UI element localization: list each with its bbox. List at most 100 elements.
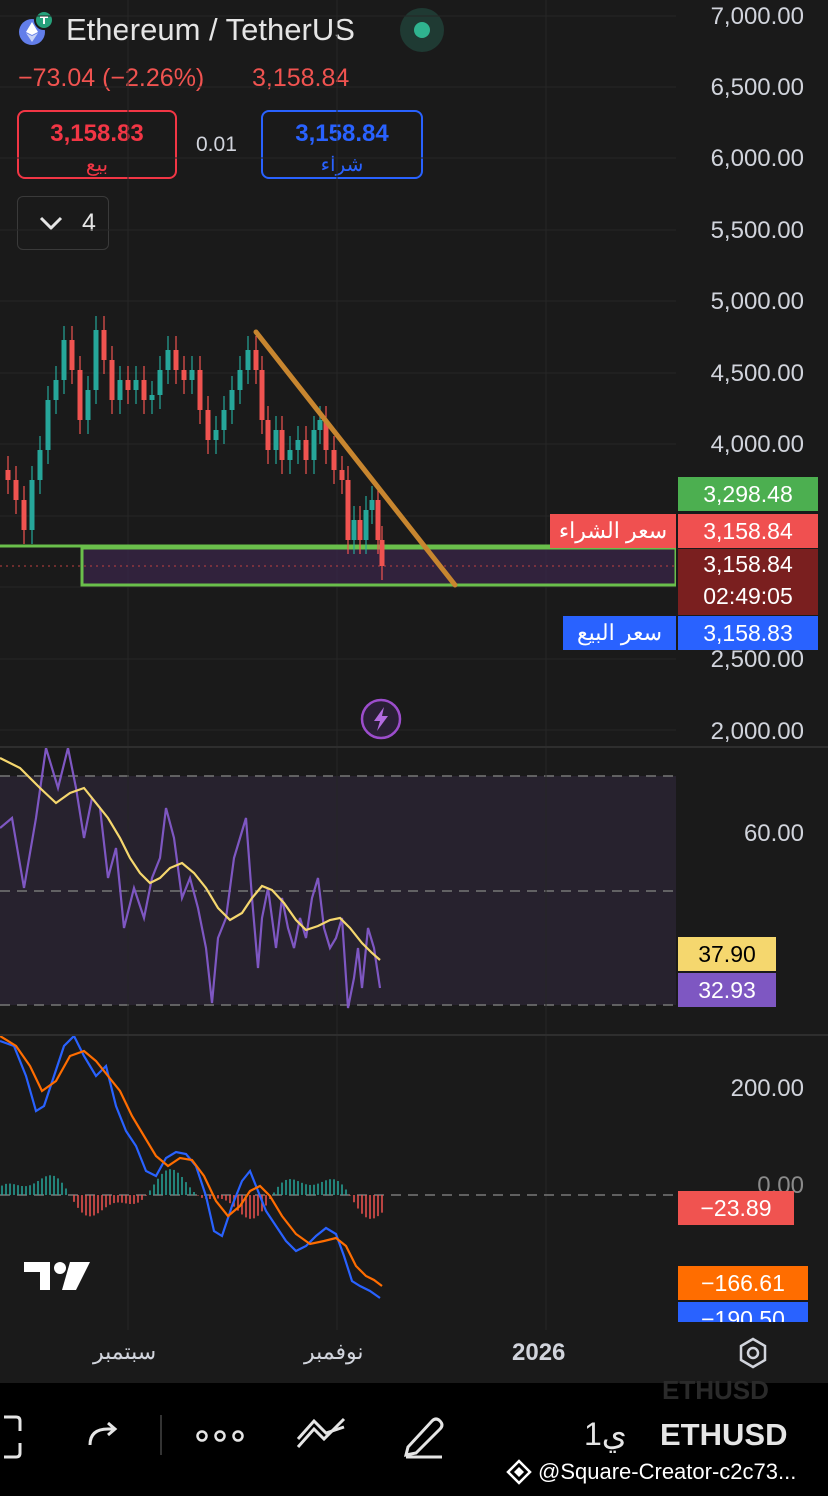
candle-body [205,410,211,440]
price-axis-label: 5,000.00 [710,288,804,315]
candle-body [279,430,285,460]
candle-body [331,450,337,470]
candle-body [189,370,195,380]
rsi-ma-line [0,757,381,961]
candle-body [213,430,219,440]
binance-square-icon [506,1459,532,1485]
candle-body [375,500,381,540]
high-marker-tag: 3,298.48 [678,477,818,511]
candle-body [303,440,309,460]
candle-body [69,340,75,370]
macd-value-tag: −190.50 [678,1302,808,1322]
candle-body [379,540,385,566]
candle-body [173,350,179,370]
candle-body [339,470,345,480]
rsi-pane[interactable] [0,748,676,1034]
price-axis-label: 6,500.00 [710,74,804,101]
candle-body [317,420,323,430]
candle-body [237,370,243,390]
rsi-ma-tag: 37.90 [678,937,776,971]
candle-body [13,480,19,500]
candle-body [165,350,171,370]
candle-body [295,440,301,450]
candle-body [157,370,163,395]
last-price-tag: 3,158.84 02:49:05 [678,549,818,615]
candle-body [287,450,293,460]
candle-body [29,480,35,530]
buy-line-label: سعر الشراء [550,514,676,548]
pane-divider-macd[interactable] [0,1034,828,1036]
symbol-title[interactable]: Ethereum / TetherUS [66,12,355,47]
candle-body [323,420,329,450]
interval-button[interactable]: 1ي [584,1416,627,1452]
tradingview-logo-icon [22,1258,92,1299]
symbol-button[interactable]: ETHUSD [660,1417,788,1452]
sell-label: بيع [85,154,109,176]
sell-line-value: 3,158.83 [678,616,818,650]
candle-body [369,500,375,510]
market-status-icon[interactable] [400,8,444,52]
pane-divider-rsi[interactable] [0,746,828,748]
credit-text: @Square-Creator-c2c73... [506,1459,796,1485]
candle-body [221,410,227,430]
candle-body [141,380,147,400]
trend-line[interactable] [253,329,458,588]
price-chart[interactable] [0,0,676,1330]
credit-label: @Square-Creator-c2c73... [538,1459,797,1484]
toolbar-separator [160,1415,162,1455]
macd-signal-line [0,1036,383,1287]
candle-body [53,380,59,400]
candle-body [61,340,67,380]
sell-line-label: سعر البيع [563,616,676,650]
buy-price: 3,158.84 [295,120,389,147]
bar-countdown: 02:49:05 [703,583,793,609]
candle-body [77,370,83,420]
buy-label: شراء [320,154,364,176]
rsi-levels [0,775,676,1006]
candle-body [229,390,235,410]
macd-signal-tag: −166.61 [678,1266,808,1300]
buy-button[interactable]: 3,158.84 شراء [261,110,423,179]
fullscreen-bracket-icon[interactable] [0,1413,24,1466]
price-axis-label: 6,000.00 [710,145,804,172]
candle-body [181,370,187,380]
macd-histogram [1,1169,383,1219]
redo-icon[interactable] [86,1421,120,1456]
time-axis-label: سبتمبر [93,1339,157,1364]
price-axis-label: 4,000.00 [710,431,804,458]
indicators-icon[interactable] [296,1417,348,1456]
candle-body [37,450,43,480]
candle-body [259,370,265,420]
time-axis-label: 2026 [512,1339,566,1366]
price-axis-label: 2,000.00 [710,718,804,745]
candle-body [5,470,11,480]
more-options-icon[interactable] [196,1429,244,1447]
lightning-icon[interactable] [360,698,402,740]
sell-button[interactable]: 3,158.83 بيع [17,110,177,179]
macd-histogram-tag: −23.89 [678,1191,794,1225]
macd-pane[interactable] [0,1036,676,1330]
candle-body [45,400,51,450]
price-axis-label: 4,500.00 [710,360,804,387]
spread-value: 0.01 [196,133,237,156]
candle-body [85,390,91,420]
candle-body [265,420,271,450]
candle-body [363,510,369,540]
drawing-pen-icon[interactable] [400,1413,446,1464]
candle-body [117,380,123,400]
rsi-value-tag: 32.93 [678,973,776,1007]
candle-body [93,330,99,390]
price-axis-label: 5,500.00 [710,217,804,244]
rsi-axis-label: 60.00 [743,820,804,847]
candle-body [125,380,131,390]
candle-body [245,350,251,370]
candle-body [133,380,139,390]
price-axis-label: 2,500.00 [710,646,804,673]
candle-body [253,350,259,370]
time-axis-label: نوفمبر [304,1339,364,1364]
settings-hexagon-icon[interactable] [736,1336,770,1375]
last-price-value: 3,158.84 [703,551,793,577]
candle-body [357,520,363,540]
candle-body [311,430,317,460]
candle-body [351,520,357,540]
